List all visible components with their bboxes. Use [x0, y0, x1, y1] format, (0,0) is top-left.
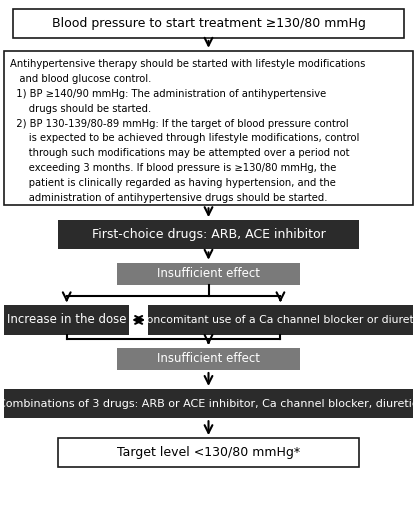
Text: Antihypertensive therapy should be started with lifestyle modifications: Antihypertensive therapy should be start… [10, 59, 366, 69]
FancyBboxPatch shape [58, 438, 359, 467]
FancyBboxPatch shape [117, 348, 300, 370]
FancyBboxPatch shape [117, 263, 300, 285]
FancyBboxPatch shape [148, 305, 413, 335]
FancyBboxPatch shape [13, 9, 404, 38]
Text: is expected to be achieved through lifestyle modifications, control: is expected to be achieved through lifes… [10, 133, 360, 143]
Text: Insufficient effect: Insufficient effect [157, 352, 260, 366]
Text: Concomitant use of a Ca channel blocker or diuretic: Concomitant use of a Ca channel blocker … [138, 315, 417, 325]
Text: Increase in the dose: Increase in the dose [7, 313, 126, 327]
Text: administration of antihypertensive drugs should be started.: administration of antihypertensive drugs… [10, 193, 328, 203]
Text: Combinations of 3 drugs: ARB or ACE inhibitor, Ca channel blocker, diuretic: Combinations of 3 drugs: ARB or ACE inhi… [0, 399, 417, 409]
FancyBboxPatch shape [4, 51, 413, 205]
Text: exceeding 3 months. If blood pressure is ≥130/80 mmHg, the: exceeding 3 months. If blood pressure is… [10, 163, 337, 173]
FancyBboxPatch shape [4, 305, 129, 335]
Text: Target level <130/80 mmHg*: Target level <130/80 mmHg* [117, 446, 300, 459]
Text: patient is clinically regarded as having hypertension, and the: patient is clinically regarded as having… [10, 178, 336, 188]
Text: 1) BP ≥140/90 mmHg: The administration of antihypertensive: 1) BP ≥140/90 mmHg: The administration o… [10, 89, 327, 99]
FancyBboxPatch shape [58, 220, 359, 249]
Text: Blood pressure to start treatment ≥130/80 mmHg: Blood pressure to start treatment ≥130/8… [52, 17, 365, 30]
Text: drugs should be started.: drugs should be started. [10, 104, 152, 114]
Text: and blood glucose control.: and blood glucose control. [10, 74, 152, 84]
Text: through such modifications may be attempted over a period not: through such modifications may be attemp… [10, 149, 350, 158]
FancyBboxPatch shape [4, 389, 413, 418]
Text: 2) BP 130-139/80-89 mmHg: If the target of blood pressure control: 2) BP 130-139/80-89 mmHg: If the target … [10, 119, 349, 129]
Text: First-choice drugs: ARB, ACE inhibitor: First-choice drugs: ARB, ACE inhibitor [92, 228, 325, 241]
Text: Insufficient effect: Insufficient effect [157, 267, 260, 280]
